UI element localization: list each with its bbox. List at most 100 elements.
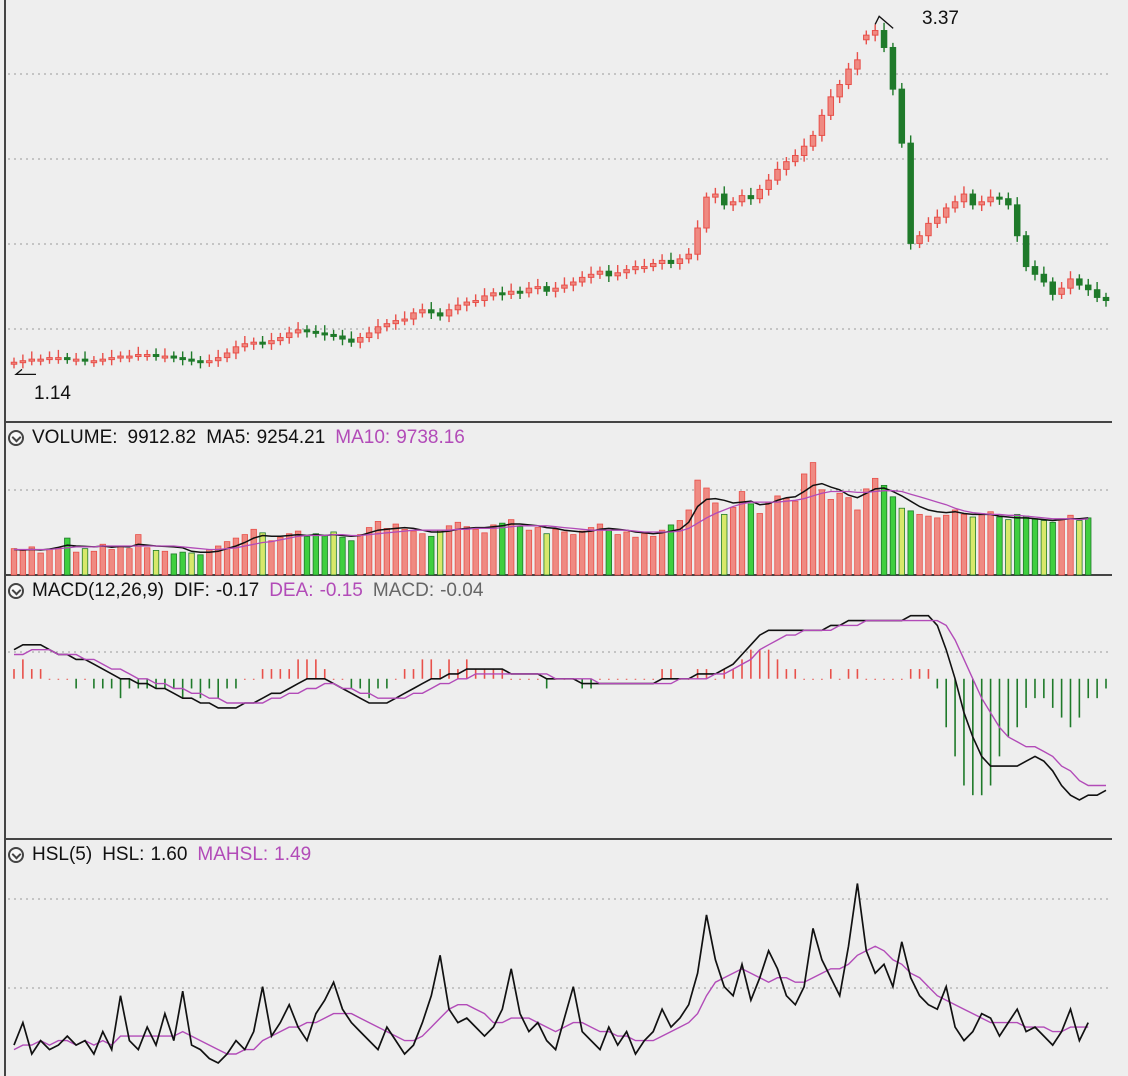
candle-body	[996, 196, 1003, 200]
grid-lines	[8, 73, 1112, 989]
volume-bar	[206, 549, 213, 576]
candle-body	[321, 332, 328, 336]
volume-bar	[738, 491, 746, 576]
candle-body	[152, 354, 160, 358]
candle-body	[356, 337, 364, 343]
candle-body	[383, 323, 391, 328]
volume-bar	[286, 533, 293, 576]
volume-bar	[880, 484, 888, 576]
candle-body	[516, 290, 524, 294]
candle-body	[1084, 284, 1092, 291]
candle-body	[188, 358, 195, 362]
candle-body	[126, 355, 133, 359]
volume-bar	[259, 532, 266, 576]
volume-bar	[579, 530, 586, 576]
candle-body	[534, 286, 542, 290]
volume-bar	[632, 536, 639, 576]
collapse-volume-icon[interactable]	[8, 430, 24, 446]
candle-body	[285, 332, 293, 339]
candle-body	[161, 355, 169, 359]
candle-body	[348, 338, 355, 343]
volume-bar	[765, 501, 772, 576]
hsl-label: HSL:	[102, 844, 145, 865]
candle-body	[720, 193, 728, 206]
candle-body	[259, 341, 266, 345]
volume-bar	[232, 537, 240, 576]
volume-bar	[809, 462, 817, 576]
candle-body	[294, 329, 302, 334]
candle-body	[614, 272, 621, 277]
candle-body	[596, 270, 604, 275]
volume-bar	[37, 552, 44, 576]
candle-body	[827, 96, 835, 116]
candle-body	[419, 309, 426, 314]
macd-dea-line	[14, 619, 1106, 787]
volume-bar	[108, 549, 115, 576]
volume-bar	[72, 551, 80, 576]
candle-body	[454, 304, 462, 311]
candle-body	[170, 355, 178, 359]
volume-bar	[268, 540, 275, 576]
volume-bar	[499, 522, 506, 576]
volume-bar	[1076, 520, 1083, 576]
volume-bar	[650, 535, 657, 576]
volume-bar	[863, 488, 870, 576]
candle-body	[783, 161, 790, 170]
volume-ma5-label: MA5:	[206, 427, 251, 448]
candle-body	[1076, 278, 1083, 286]
candle-body	[108, 357, 115, 361]
volume-bar	[818, 489, 826, 576]
candle-body	[792, 154, 799, 163]
macd-macd-value: -0.04	[440, 580, 484, 601]
volume-bar	[81, 548, 89, 576]
candle-body	[676, 258, 684, 264]
candle-body	[206, 360, 213, 364]
volume-bar	[144, 547, 151, 576]
volume-bar	[179, 551, 186, 576]
collapse-hsl-icon[interactable]	[8, 847, 24, 863]
candle-body	[570, 281, 577, 286]
candle-body	[987, 196, 994, 203]
candle-body	[463, 301, 471, 306]
candle-body	[863, 34, 870, 41]
volume-bar	[215, 545, 222, 576]
volume-bar	[969, 516, 976, 576]
volume-bar	[960, 513, 968, 576]
candle-body	[649, 262, 657, 268]
volume-bar	[827, 499, 834, 576]
volume-bar	[783, 498, 790, 576]
candle-body	[179, 357, 186, 361]
candle-body	[685, 253, 692, 260]
candle-body	[951, 201, 959, 209]
volume-bar	[1031, 518, 1039, 576]
candle-body	[72, 358, 80, 362]
volume-bar	[898, 507, 905, 576]
volume-bar	[747, 503, 755, 576]
candle-body	[490, 292, 497, 297]
candle-body	[99, 358, 107, 362]
candle-body	[46, 357, 53, 361]
candle-body	[747, 195, 755, 200]
candle-body	[845, 68, 852, 86]
candle-body	[632, 266, 639, 271]
price-high-label: 3.37	[922, 8, 959, 29]
macd-dif-value: -0.17	[215, 580, 260, 601]
candle-body	[1067, 278, 1074, 289]
candle-body	[880, 30, 888, 48]
candle-body	[836, 84, 843, 98]
volume-bar	[410, 530, 417, 576]
volume-bar	[934, 517, 941, 576]
volume-bar	[10, 548, 18, 576]
candle-body	[428, 309, 435, 314]
candle-body	[623, 269, 630, 274]
candle-body	[90, 360, 98, 364]
macd-dea-label: DEA:	[269, 580, 314, 601]
volume-bar	[303, 535, 311, 576]
volume-bar	[19, 550, 27, 576]
collapse-macd-icon[interactable]	[8, 583, 24, 599]
candle-body	[738, 195, 746, 203]
volume-bar	[126, 548, 133, 576]
volume-bar	[1085, 517, 1092, 576]
candle-body	[37, 358, 44, 362]
volume-bar	[197, 554, 204, 576]
